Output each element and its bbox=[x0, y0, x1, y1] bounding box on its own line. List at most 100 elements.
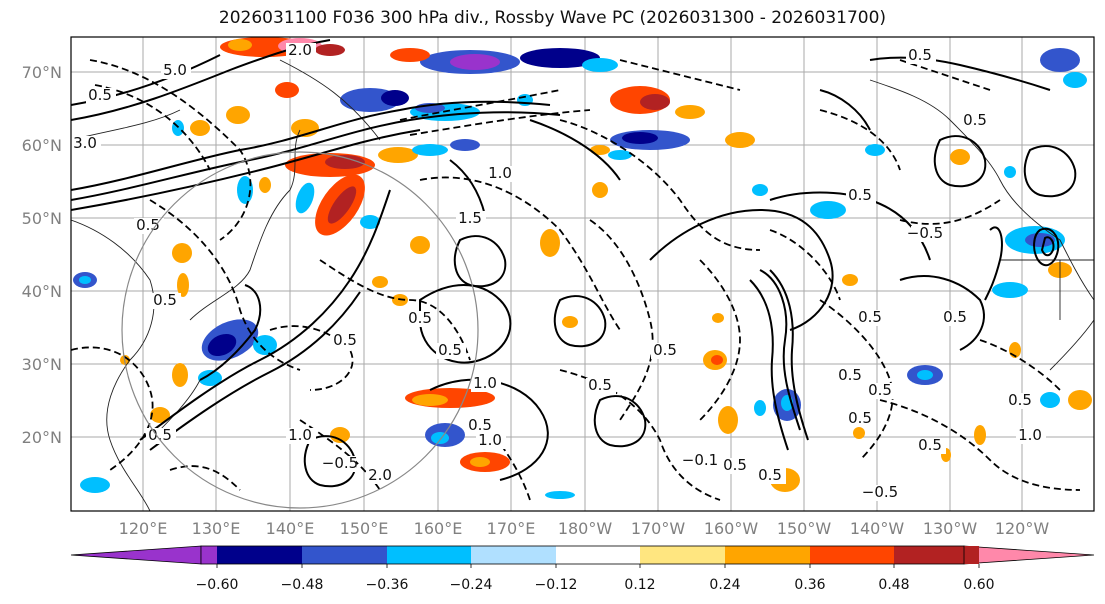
contour-label-bg bbox=[476, 433, 506, 449]
longitude-label: 180°W bbox=[558, 519, 613, 538]
colorbar bbox=[70, 545, 1095, 565]
contour-label-bg bbox=[721, 458, 751, 474]
colorbar-segment bbox=[725, 546, 810, 564]
longitude-label: 170°E bbox=[487, 519, 536, 538]
latitude-label: 20°N bbox=[22, 428, 62, 447]
colorbar-segment bbox=[201, 546, 217, 564]
contour-label-bg bbox=[436, 343, 466, 359]
contour-label: 0.5 bbox=[758, 466, 782, 484]
contour-label-bg bbox=[326, 456, 356, 472]
contour-label: 1.5 bbox=[458, 209, 482, 227]
contour-label: 0.5 bbox=[333, 331, 357, 349]
contour-label: 0.5 bbox=[848, 409, 872, 427]
longitude-labels: 120°E 130°E 140°E 150°E 160°E 170°E 180°W 170°W… bbox=[119, 519, 1050, 538]
contour-label-bg bbox=[756, 468, 786, 484]
contour-label-bg bbox=[651, 343, 681, 359]
contour-label-bg bbox=[486, 166, 516, 182]
contour-label: 1.0 bbox=[473, 374, 497, 392]
longitude-label: 150°E bbox=[340, 519, 389, 538]
contour-label-bg bbox=[846, 188, 876, 204]
contour-label-bg bbox=[456, 211, 486, 227]
contour-label: 2.0 bbox=[368, 466, 392, 484]
longitude-label: 170°W bbox=[631, 519, 686, 538]
colorbar-under-triangle bbox=[70, 545, 202, 565]
colorbar-tick-label: −0.12 bbox=[535, 577, 578, 593]
colorbar-segment bbox=[217, 546, 302, 564]
contour-label-bg bbox=[151, 293, 181, 309]
longitude-label: 120°E bbox=[119, 519, 168, 538]
contour-label-bg bbox=[134, 218, 164, 234]
longitude-label: 160°W bbox=[704, 519, 759, 538]
contour-label-bg bbox=[286, 428, 316, 444]
contour-label-bg bbox=[911, 226, 941, 242]
latitude-labels: 70°N 60°N 50°N 40°N 30°N 20°N bbox=[22, 63, 62, 447]
divergence-shading bbox=[73, 37, 1092, 499]
contour-label-bg bbox=[86, 88, 116, 104]
contour-label: 0.5 bbox=[1008, 391, 1032, 409]
map-frame bbox=[70, 36, 1095, 512]
contour-label-bg bbox=[71, 136, 101, 152]
colorbar-segment bbox=[894, 546, 979, 564]
contour-label-bg bbox=[836, 368, 866, 384]
longitude-label: 140°W bbox=[850, 519, 905, 538]
contour-label: 0.5 bbox=[943, 308, 967, 326]
contour-label-bg bbox=[686, 453, 716, 469]
contour-label-bg bbox=[916, 438, 946, 454]
colorbar-segment bbox=[556, 546, 640, 564]
contour-label: 0.5 bbox=[723, 456, 747, 474]
colorbar-tick-label: −0.24 bbox=[450, 577, 493, 593]
contour-labels: 3.0 5.0 0.5 2.0 1.5 1.0 0.5 0.5 0.5 1.0 0.5 0.5 −0.5… bbox=[71, 41, 1046, 501]
contour-label: 0.5 bbox=[653, 341, 677, 359]
contour-label-bg bbox=[366, 468, 396, 484]
longitude-label: 150°W bbox=[777, 519, 832, 538]
contour-label: 0.5 bbox=[848, 186, 872, 204]
contour-label: −0.5 bbox=[907, 224, 943, 242]
contour-label: −0.1 bbox=[682, 451, 718, 469]
contour-label: 1.0 bbox=[288, 426, 312, 444]
colorbar-segment bbox=[387, 546, 471, 564]
contour-label-bg bbox=[846, 411, 876, 427]
contour-label-bg bbox=[866, 383, 896, 399]
contour-label: 1.0 bbox=[1018, 426, 1042, 444]
colorbar-tick-label: −0.60 bbox=[196, 577, 239, 593]
contour-label: 0.5 bbox=[153, 291, 177, 309]
contour-label: 0.5 bbox=[408, 309, 432, 327]
contour-label: 0.5 bbox=[148, 426, 172, 444]
contour-label: 0.5 bbox=[868, 381, 892, 399]
colorbar-tick-label: 0.48 bbox=[878, 577, 909, 593]
contour-label: 0.5 bbox=[908, 46, 932, 64]
longitude-label: 160°E bbox=[414, 519, 463, 538]
contour-label: 0.5 bbox=[588, 376, 612, 394]
contour-label: −0.5 bbox=[862, 483, 898, 501]
contour-label: 0.5 bbox=[136, 216, 160, 234]
contour-label: 3.0 bbox=[73, 134, 97, 152]
contour-label-bg bbox=[466, 418, 496, 434]
contour-label-bg bbox=[1006, 393, 1036, 409]
colorbar-tick-label: −0.36 bbox=[366, 577, 409, 593]
contour-label-bg bbox=[471, 376, 501, 392]
colorbar-tick-label: 0.12 bbox=[624, 577, 655, 593]
map-title: 2026031100 F036 300 hPa div., Rossby Wav… bbox=[218, 8, 887, 28]
contour-label: 0.5 bbox=[963, 111, 987, 129]
colorbar-segment bbox=[810, 546, 894, 564]
contour-label: −0.5 bbox=[322, 454, 358, 472]
latitude-label: 60°N bbox=[22, 136, 62, 155]
colorbar-tick-label: 0.24 bbox=[709, 577, 740, 593]
negative-contours bbox=[71, 59, 1081, 501]
contour-label-bg bbox=[406, 311, 436, 327]
contour-label: 0.5 bbox=[438, 341, 462, 359]
contour-label-bg bbox=[586, 378, 616, 394]
longitude-label: 140°E bbox=[266, 519, 315, 538]
colorbar-tick-label: 0.36 bbox=[794, 577, 825, 593]
contour-label-bg bbox=[866, 485, 896, 501]
contour-label-bg bbox=[1016, 428, 1046, 444]
contour-label: 5.0 bbox=[163, 61, 187, 79]
contour-label-bg bbox=[331, 333, 361, 349]
latitude-label: 30°N bbox=[22, 355, 62, 374]
colorbar-tick-labels: −0.60 −0.48 −0.36 −0.24 −0.12 0.12 0.24 0.36 0.4… bbox=[196, 564, 995, 593]
contour-label-bg bbox=[961, 113, 991, 129]
colorbar-segment bbox=[640, 546, 725, 564]
colorbar-tick-label: −0.48 bbox=[281, 577, 324, 593]
contour-label: 0.5 bbox=[918, 436, 942, 454]
